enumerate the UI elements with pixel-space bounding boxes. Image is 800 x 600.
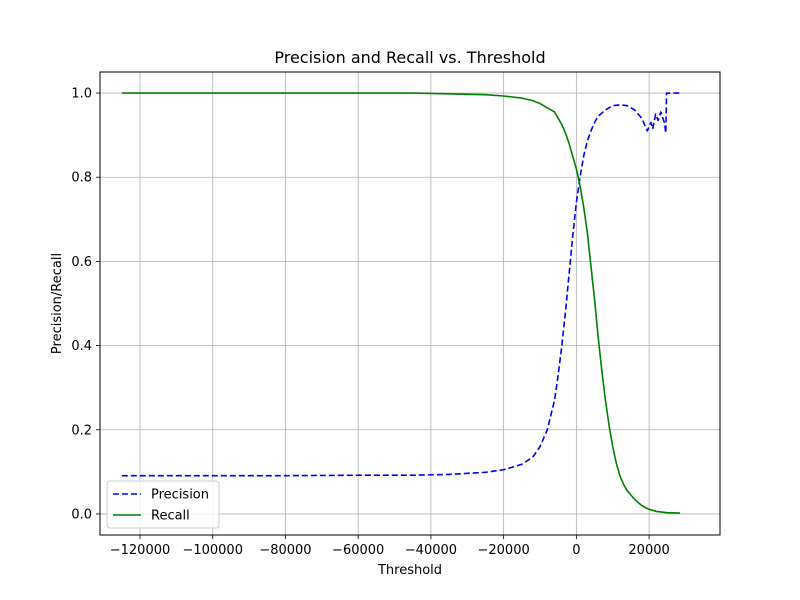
x-tick-label: −40000 — [405, 543, 457, 558]
legend: Precision Recall — [106, 480, 220, 529]
series-line-precision — [121, 92, 680, 477]
x-tick-label: 20000 — [628, 543, 669, 558]
y-axis-title: Precision/Recall — [50, 253, 65, 354]
series-line-recall — [121, 92, 681, 514]
x-tick-label: −100000 — [182, 543, 243, 558]
y-tick-label: 0.6 — [71, 255, 92, 270]
y-tick-label: 1.0 — [71, 87, 92, 102]
legend-label: Precision — [151, 488, 209, 503]
x-tick-label: 0 — [572, 543, 580, 558]
x-tick-label: −80000 — [259, 543, 311, 558]
chart-title: Precision and Recall vs. Threshold — [274, 48, 545, 67]
y-tick-label: 0.4 — [71, 339, 92, 354]
axes-frame — [99, 71, 721, 536]
x-axis-title: Threshold — [377, 563, 442, 578]
x-tick-label: −120000 — [110, 543, 171, 558]
y-axis: 0.0 0.2 0.4 0.6 0.8 1.0 — [71, 87, 100, 522]
y-tick-label: 0.2 — [71, 423, 92, 438]
grid-lines — [100, 72, 720, 535]
y-tick-label: 0.0 — [71, 507, 92, 522]
plot-area — [121, 92, 681, 514]
y-tick-label: 0.8 — [71, 171, 92, 186]
legend-box — [106, 480, 220, 529]
x-tick-label: −60000 — [332, 543, 384, 558]
x-axis: −120000 −100000 −80000 −60000 −40000 −20000 0 2… — [110, 535, 670, 558]
x-tick-label: −20000 — [478, 543, 530, 558]
legend-label: Recall — [151, 509, 190, 524]
